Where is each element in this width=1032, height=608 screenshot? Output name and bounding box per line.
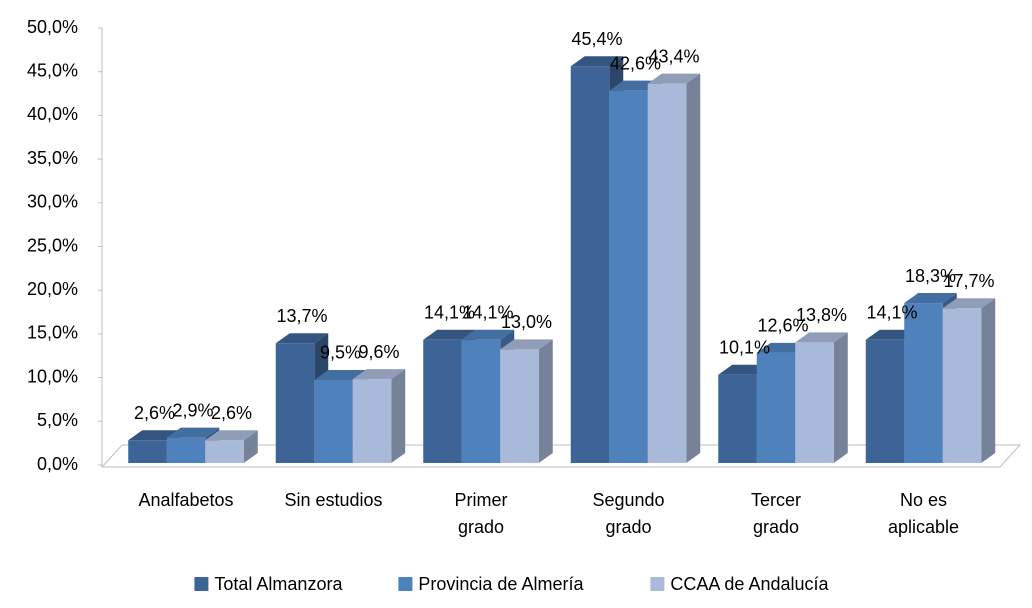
- bar: [718, 374, 757, 463]
- bar: [795, 342, 834, 463]
- data-label: 12,6%: [757, 316, 808, 336]
- floor: [100, 444, 1022, 468]
- bar: [756, 352, 796, 463]
- y-tick-label: 10,0%: [27, 366, 78, 386]
- y-tick-label: 5,0%: [37, 410, 78, 430]
- bar-top: [461, 329, 515, 340]
- bar-side: [243, 430, 258, 463]
- data-label: 10,1%: [719, 337, 770, 357]
- y-tick-label: 35,0%: [27, 148, 78, 168]
- bar-top: [423, 329, 476, 340]
- bar-top: [647, 73, 701, 84]
- data-label: 17,7%: [943, 271, 994, 291]
- bar-side: [833, 332, 848, 463]
- bar-side: [538, 339, 553, 463]
- bar: [942, 308, 982, 463]
- y-tick-label: 25,0%: [27, 235, 78, 255]
- x-tick-label: Tercer grado: [750, 490, 801, 537]
- y-tick-label: 30,0%: [27, 192, 78, 212]
- data-label: 2,6%: [211, 403, 252, 423]
- data-label: 42,6%: [610, 53, 661, 73]
- bar-top: [570, 56, 624, 67]
- y-tick-label: 20,0%: [27, 279, 78, 299]
- y-tick-label: 50,0%: [27, 17, 78, 37]
- bar-top: [352, 369, 406, 380]
- y-tick-label: 0,0%: [37, 454, 78, 474]
- bar: [647, 83, 687, 464]
- x-tick-label: Primer grado: [454, 490, 508, 537]
- bar-top: [942, 298, 996, 309]
- data-label: 9,6%: [358, 342, 399, 362]
- data-label: 13,0%: [501, 312, 552, 332]
- data-label: 13,7%: [276, 306, 327, 326]
- bar: [423, 339, 462, 463]
- data-label: 18,3%: [905, 266, 956, 286]
- bar-top: [904, 293, 957, 304]
- bar-top: [205, 430, 258, 441]
- data-label: 9,5%: [320, 343, 361, 363]
- y-tick-label: 40,0%: [27, 104, 78, 124]
- y-tick-label: 15,0%: [27, 323, 78, 343]
- bar: [128, 440, 167, 463]
- data-label: 13,8%: [796, 305, 847, 325]
- bar: [166, 437, 206, 463]
- bar: [609, 90, 648, 464]
- bar: [205, 440, 244, 463]
- legend-swatch: [650, 577, 665, 591]
- x-tick-label: Segundo grado: [592, 490, 665, 537]
- data-label: 14,1%: [424, 303, 475, 323]
- x-tick-label: No es aplicable: [887, 490, 960, 537]
- bar-side: [981, 298, 996, 463]
- bar-top: [314, 369, 367, 380]
- data-label: 2,6%: [134, 403, 175, 423]
- bar: [865, 339, 905, 463]
- bar: [275, 343, 315, 463]
- bar: [352, 379, 392, 463]
- data-label: 43,4%: [648, 46, 699, 66]
- legend-label: Total Almanzora: [214, 574, 343, 594]
- legend-label: Provincia de Almería: [418, 574, 584, 594]
- legend-label: CCAA de Andalucía: [670, 574, 829, 594]
- data-label: 45,4%: [571, 29, 622, 49]
- x-tick-label: Sin estudios: [284, 490, 383, 510]
- data-label: 14,1%: [866, 303, 917, 323]
- data-label: 14,1%: [462, 303, 513, 323]
- bar: [314, 379, 353, 463]
- bar-side: [686, 73, 701, 464]
- bar-top: [500, 339, 553, 350]
- data-label: 2,9%: [172, 400, 213, 420]
- bar-top: [795, 332, 848, 343]
- x-tick-label: Analfabetos: [138, 490, 234, 510]
- bar: [904, 303, 943, 463]
- bar-side: [391, 369, 406, 463]
- bar-top: [275, 333, 329, 344]
- bar: [570, 66, 610, 463]
- bar: [500, 349, 539, 463]
- bar-top: [166, 427, 220, 438]
- y-tick-label: 45,0%: [27, 60, 78, 80]
- bar: [461, 339, 501, 463]
- legend-swatch: [194, 577, 209, 591]
- legend-swatch: [398, 577, 413, 591]
